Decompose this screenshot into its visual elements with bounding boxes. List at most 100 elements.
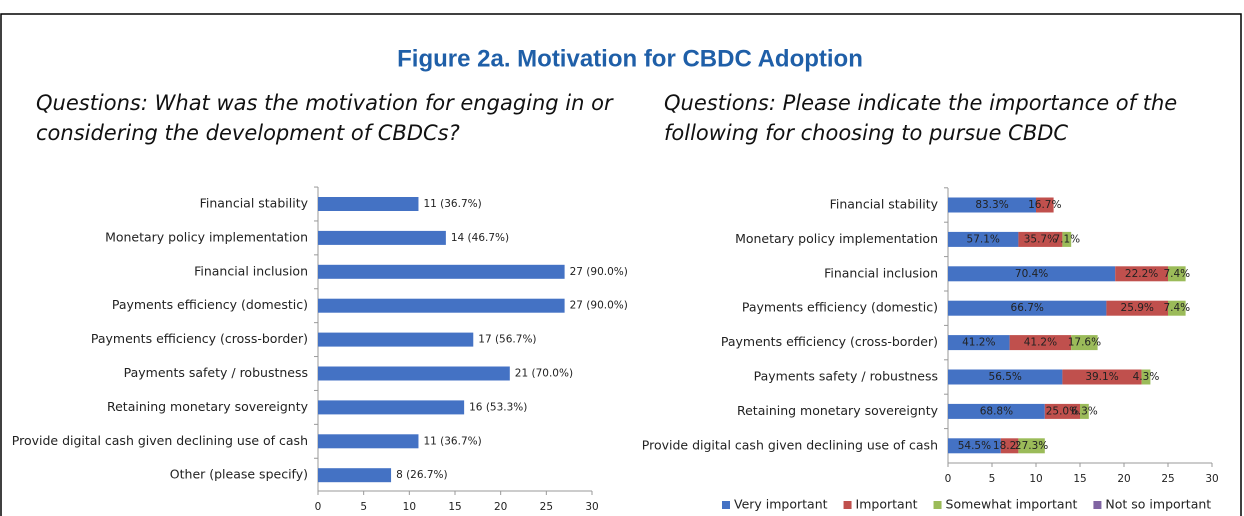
bar-segment (948, 300, 1107, 316)
legend-swatch (933, 501, 942, 509)
bar-segment (1106, 300, 1168, 316)
bar-segment (1044, 403, 1080, 419)
value-label: 7.4% (1163, 268, 1190, 280)
x-tick-label: 5 (360, 501, 367, 513)
bar (318, 197, 419, 211)
value-label: 7.4% (1163, 302, 1190, 314)
value-label: 18.2% (993, 440, 1026, 452)
value-label: 11 (36.7%) (423, 435, 481, 447)
value-label: 16 (53.3%) (469, 401, 527, 413)
bar-segment (948, 438, 1001, 454)
value-label: 25.9% (1121, 302, 1154, 314)
legend-label: Very important (734, 497, 828, 512)
value-label: 27 (90.0%) (570, 266, 628, 278)
y-tick-label: Financial stability (200, 196, 309, 211)
value-label: 57.1% (967, 233, 1000, 245)
y-tick-label: Retaining monetary sovereignty (107, 399, 309, 414)
bar-segment (1009, 335, 1072, 351)
bar (318, 434, 419, 449)
value-label: 14 (46.7%) (451, 232, 509, 244)
value-label: 11 (36.7%) (423, 198, 481, 210)
x-tick-label: 30 (1205, 473, 1218, 485)
y-tick-label: Payments efficiency (cross-border) (721, 334, 938, 349)
bar-segment (1062, 369, 1142, 385)
bar (318, 332, 474, 347)
value-label: 17 (56.7%) (478, 334, 536, 346)
x-tick-label: 20 (1117, 473, 1130, 485)
value-label: 22.2% (1125, 268, 1158, 280)
legend-label: Somewhat important (946, 497, 1078, 512)
bar-segment (1168, 266, 1186, 282)
bar-segment (948, 197, 1036, 213)
x-tick-label: 0 (315, 501, 322, 513)
x-tick-label: 25 (540, 501, 553, 513)
value-label: 27.3% (1015, 440, 1048, 452)
x-tick-label: 5 (989, 473, 996, 485)
value-label: 6.3% (1071, 405, 1098, 417)
bar-segment (1062, 231, 1072, 247)
y-tick-label: Payments safety / robustness (754, 369, 938, 384)
value-label: 39.1% (1085, 371, 1118, 383)
legend-swatch (1093, 501, 1102, 509)
bar-segment (948, 231, 1019, 247)
legend-label: Important (856, 497, 918, 512)
legend-label: Not so important (1105, 497, 1211, 512)
x-tick-label: 25 (1161, 473, 1174, 485)
bar-segment (1115, 266, 1168, 282)
value-label: 41.2% (1024, 337, 1057, 349)
value-label: 27 (90.0%) (570, 300, 628, 312)
bar (318, 366, 510, 381)
legend-swatch (722, 501, 730, 509)
y-tick-label: Monetary policy implementation (105, 229, 308, 244)
value-label: 16.7% (1028, 199, 1061, 211)
x-tick-label: 30 (585, 501, 598, 513)
bar (318, 298, 565, 313)
bar-segment (1036, 197, 1054, 213)
bar-segment (948, 335, 1010, 351)
value-label: 17.6% (1068, 337, 1101, 349)
bar-segment (1000, 438, 1019, 454)
x-tick-label: 10 (403, 501, 416, 513)
bar (318, 400, 465, 415)
value-label: 7.1% (1053, 233, 1080, 245)
bar (318, 468, 392, 483)
x-tick-label: 0 (945, 473, 952, 485)
y-tick-label: Provide digital cash given declining use… (642, 437, 938, 452)
y-tick-label: Provide digital cash given declining use… (12, 433, 308, 448)
value-label: 56.5% (989, 371, 1022, 383)
frame (0, 13, 1242, 516)
y-tick-label: Retaining monetary sovereignty (737, 403, 939, 418)
bar-segment (1018, 231, 1063, 247)
bar (318, 264, 565, 279)
bar-segment (948, 369, 1063, 385)
bar-segment (1018, 438, 1045, 454)
question-left: Questions: What was the motivation for e… (36, 91, 613, 145)
y-tick-label: Financial inclusion (194, 263, 308, 278)
bar-segment (1168, 300, 1186, 316)
x-tick-label: 20 (494, 501, 507, 513)
y-tick-label: Financial inclusion (824, 265, 938, 280)
bar-segment (1071, 335, 1098, 351)
y-tick-label: Monetary policy implementation (735, 231, 938, 246)
bar-segment (948, 403, 1045, 419)
value-label: 70.4% (1015, 268, 1048, 280)
bar-segment (1141, 369, 1151, 385)
y-tick-label: Payments efficiency (cross-border) (91, 331, 308, 346)
value-label: 4.3% (1133, 371, 1160, 383)
value-label: 83.3% (975, 199, 1008, 211)
value-label: 41.2% (962, 337, 995, 349)
y-tick-label: Payments efficiency (domestic) (742, 300, 938, 315)
bar (318, 230, 446, 245)
bar-segment (948, 266, 1116, 282)
y-tick-label: Payments safety / robustness (124, 365, 308, 380)
value-label: 25.0% (1046, 405, 1079, 417)
value-label: 68.8% (980, 405, 1013, 417)
x-tick-label: 15 (448, 501, 461, 513)
value-label: 66.7% (1011, 302, 1044, 314)
y-tick-label: Financial stability (830, 197, 939, 212)
figure-title: Figure 2a. Motivation for CBDC Adoption (397, 45, 863, 72)
legend-swatch (843, 501, 852, 509)
value-label: 8 (26.7%) (396, 469, 448, 481)
